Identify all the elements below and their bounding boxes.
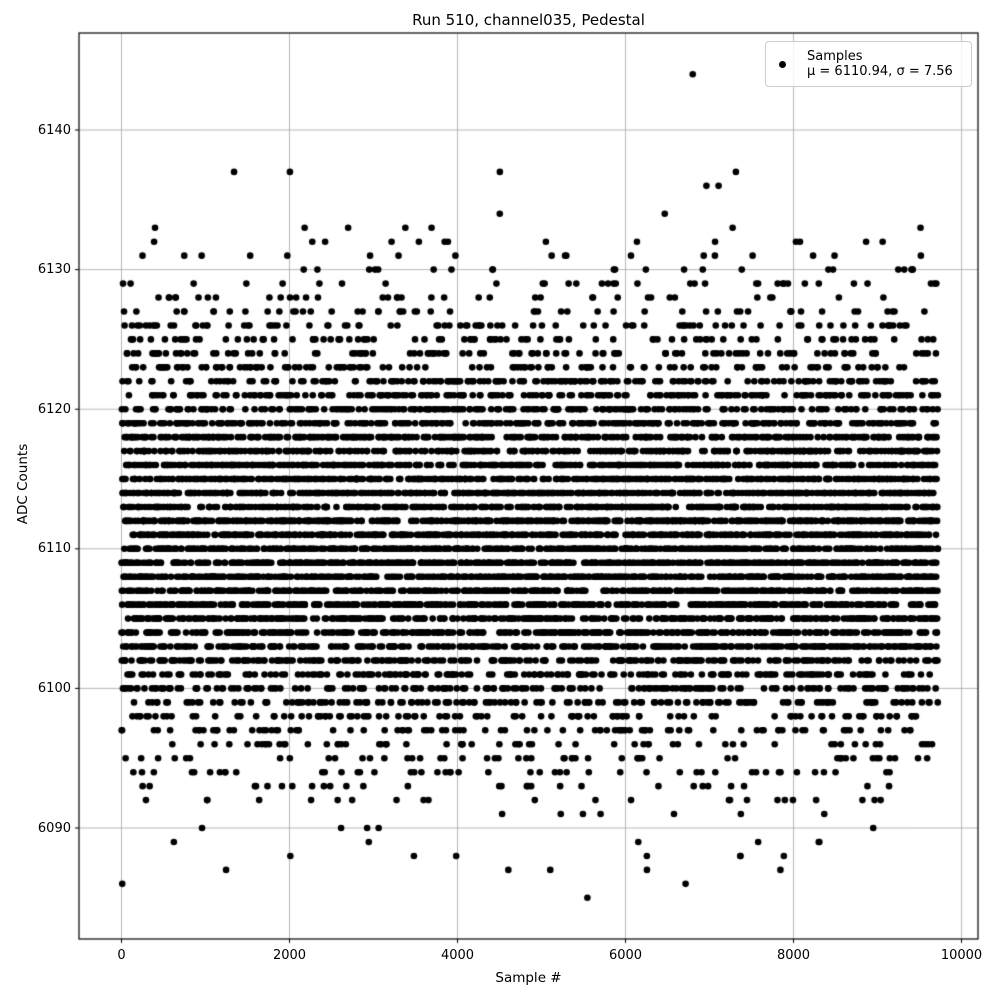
legend-entry-label: Samples (807, 48, 863, 64)
x-axis-label: Sample # (495, 970, 562, 986)
y-tick-label: 6100 (37, 680, 71, 696)
y-tick-label: 6090 (37, 820, 71, 836)
legend-marker-dot (779, 60, 786, 68)
x-tick-label: 6000 (608, 948, 643, 963)
legend-text: Samples μ = 6110.94, σ = 7.56 (807, 49, 953, 80)
y-axis-label: ADC Counts (15, 443, 31, 525)
legend: Samples μ = 6110.94, σ = 7.56 (765, 41, 972, 87)
y-tick-label: 6110 (37, 541, 71, 557)
y-tick-label: 6120 (37, 401, 71, 417)
x-tick-label: 2000 (272, 948, 307, 963)
legend-stats-label: μ = 6110.94, σ = 7.56 (807, 64, 953, 79)
chart-title: Run 510, channel035, Pedestal (412, 11, 645, 29)
x-tick-label: 4000 (440, 948, 475, 963)
x-tick-label: 8000 (776, 948, 811, 963)
x-tick-label: 10000 (940, 948, 983, 963)
y-tick-label: 6130 (37, 262, 71, 278)
y-tick-label: 6140 (37, 122, 71, 138)
x-tick-label: 0 (117, 948, 126, 963)
